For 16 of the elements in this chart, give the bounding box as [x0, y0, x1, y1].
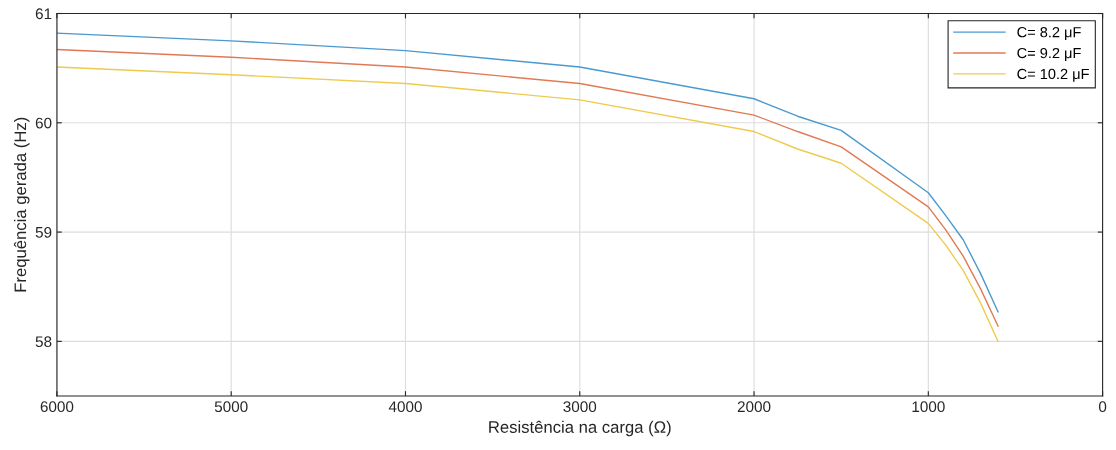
- y-tick-label: 60: [35, 117, 52, 129]
- legend-label: C= 9.2 μF: [1017, 47, 1081, 61]
- y-axis-title: Frequência gerada (Hz): [13, 117, 30, 292]
- x-tick-label: 2000: [737, 401, 771, 413]
- x-tick-label: 4000: [388, 401, 422, 413]
- y-tick-label: 59: [35, 226, 52, 238]
- y-tick-label: 61: [35, 8, 52, 20]
- legend-label: C= 8.2 μF: [1017, 27, 1081, 40]
- y-tick-label: 58: [35, 336, 52, 348]
- x-tick-label: 5000: [214, 401, 248, 413]
- x-tick-label: 1000: [912, 401, 945, 413]
- x-axis-title: Resistência na carga (Ω): [489, 420, 671, 437]
- x-tick-label: 6000: [40, 401, 74, 413]
- x-tick-label: 3000: [563, 401, 597, 413]
- legend-label: C= 10.2 μF: [1017, 68, 1089, 82]
- x-tick-label: 0: [1098, 401, 1107, 413]
